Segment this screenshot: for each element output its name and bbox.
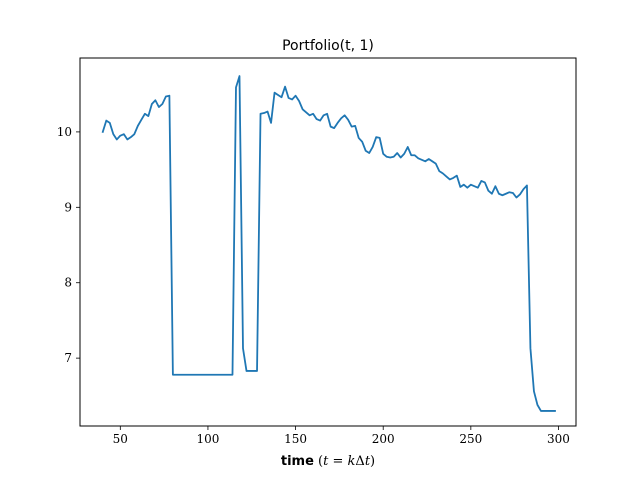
x-axis-label-t: t bbox=[323, 454, 329, 469]
y-tick-label-8: 8 bbox=[64, 276, 72, 290]
axes-frame bbox=[79, 57, 577, 427]
x-tick-label-50: 50 bbox=[113, 432, 128, 446]
x-axis-label-open: ( bbox=[314, 454, 323, 469]
x-tick-label-250: 250 bbox=[459, 432, 482, 446]
x-axis-label-close: ) bbox=[370, 454, 375, 469]
x-axis-label-t2: t bbox=[365, 454, 371, 469]
series-line-0 bbox=[101, 75, 556, 412]
x-tick-label-200: 200 bbox=[372, 432, 395, 446]
y-tick-label-10: 10 bbox=[57, 125, 72, 139]
x-tick-label-100: 100 bbox=[196, 432, 219, 446]
x-axis-label: time (t = kΔt) bbox=[281, 454, 375, 469]
x-axis-label-equals: = bbox=[328, 454, 347, 469]
y-tick-label-7: 7 bbox=[64, 351, 72, 365]
y-tick-label-9: 9 bbox=[64, 200, 72, 214]
x-axis-label-word: time bbox=[281, 454, 314, 469]
x-tick-label-150: 150 bbox=[284, 432, 307, 446]
x-tick-label-300: 300 bbox=[547, 432, 570, 446]
plot-area: 50 100 150 200 250 300 7 8 9 10 bbox=[57, 57, 577, 446]
x-axis-label-delta: Δ bbox=[355, 454, 364, 469]
chart-title: Portfolio(t, 1) bbox=[282, 38, 374, 54]
x-axis-label-k: k bbox=[348, 454, 356, 469]
